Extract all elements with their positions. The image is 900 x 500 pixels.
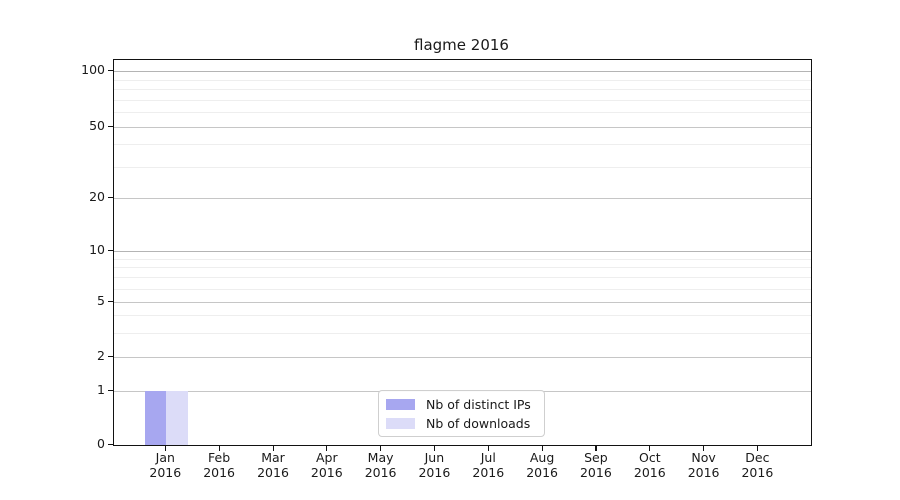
y-tick-mark (108, 300, 113, 302)
major-gridline (114, 71, 811, 72)
x-tick-label: May 2016 (364, 450, 397, 480)
y-tick-mark (108, 196, 113, 198)
major-gridline (114, 198, 811, 199)
y-tick-label: 1 (97, 382, 105, 397)
x-tick-mark (433, 445, 436, 451)
x-tick-label: Jan 2016 (149, 450, 182, 480)
chart-title: flagme 2016 (414, 36, 509, 54)
minor-gridline (114, 288, 811, 290)
x-tick-label: Apr 2016 (310, 450, 343, 480)
x-tick-label: Mar 2016 (257, 450, 289, 480)
x-tick-mark (649, 445, 651, 451)
x-tick-label: Oct 2016 (633, 450, 666, 480)
x-tick-label: Jul 2016 (472, 450, 505, 480)
y-tick-mark (108, 249, 113, 251)
legend-swatch-distinct-ips-icon (386, 398, 415, 410)
minor-gridline (114, 99, 811, 101)
y-tick-mark (108, 389, 113, 391)
x-tick-mark (218, 445, 220, 451)
x-tick-mark (164, 445, 166, 451)
major-gridline (114, 127, 811, 128)
x-tick-mark (326, 445, 328, 451)
minor-gridline (114, 277, 811, 279)
legend: Nb of distinct IPs Nb of downloads (378, 390, 545, 437)
y-tick-mark (108, 69, 113, 71)
x-tick-label: Aug 2016 (526, 450, 558, 480)
major-gridline (114, 302, 811, 303)
legend-label-downloads: Nb of downloads (426, 415, 531, 431)
x-tick-label: Sep 2016 (579, 450, 612, 480)
plot-area (113, 59, 812, 446)
major-gridline (114, 251, 811, 252)
x-tick-label: Dec 2016 (741, 450, 774, 480)
x-tick-mark (380, 445, 382, 451)
minor-gridline (114, 79, 811, 81)
y-tick-label: 10 (89, 242, 105, 257)
y-tick-label: 100 (81, 62, 105, 77)
minor-gridline (114, 89, 811, 90)
x-tick-mark (703, 445, 705, 451)
x-tick-label: Nov 2016 (687, 450, 720, 480)
y-tick-mark (108, 443, 113, 445)
x-tick-mark (595, 445, 597, 451)
minor-gridline (114, 112, 811, 114)
y-tick-label: 2 (97, 348, 105, 363)
legend-item-downloads: Nb of downloads (386, 416, 537, 431)
x-tick-mark (487, 445, 489, 451)
legend-swatch-downloads-icon (386, 417, 415, 429)
y-tick-label: 20 (89, 189, 105, 204)
minor-gridline (114, 144, 811, 146)
minor-gridline (114, 267, 811, 269)
bar-distinct-ips (145, 391, 167, 445)
minor-gridline (114, 315, 811, 317)
minor-gridline (114, 332, 811, 334)
major-gridline (114, 357, 811, 358)
legend-item-distinct-ips: Nb of distinct IPs (386, 397, 537, 412)
y-tick-label: 50 (89, 118, 105, 133)
legend-label-distinct-ips: Nb of distinct IPs (426, 396, 531, 412)
y-tick-mark (108, 355, 113, 357)
minor-gridline (114, 258, 811, 260)
x-tick-label: Jun 2016 (418, 450, 451, 480)
x-tick-label: Feb 2016 (203, 450, 235, 480)
bar-downloads (166, 391, 188, 445)
x-tick-mark (541, 445, 543, 451)
y-tick-label: 0 (97, 436, 105, 451)
minor-gridline (114, 166, 811, 168)
y-tick-mark (108, 125, 113, 127)
x-tick-mark (756, 445, 759, 451)
y-tick-label: 5 (97, 293, 105, 308)
x-tick-mark (272, 445, 274, 451)
